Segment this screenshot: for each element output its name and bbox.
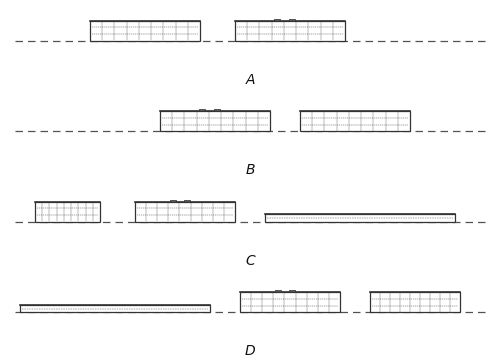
Bar bbox=[240, 292, 340, 312]
Text: A: A bbox=[245, 73, 255, 87]
Bar bbox=[198, 109, 205, 111]
Bar bbox=[265, 214, 455, 222]
Bar bbox=[20, 305, 210, 312]
Bar bbox=[275, 290, 281, 292]
Bar bbox=[160, 111, 270, 131]
Text: B: B bbox=[245, 163, 255, 177]
Bar bbox=[214, 109, 220, 111]
Text: C: C bbox=[245, 254, 255, 268]
Bar bbox=[184, 200, 190, 202]
Bar bbox=[300, 111, 410, 131]
Bar bbox=[170, 200, 176, 202]
Text: D: D bbox=[244, 344, 256, 358]
Bar bbox=[274, 19, 280, 21]
Bar bbox=[235, 21, 345, 41]
Bar bbox=[289, 290, 295, 292]
Bar bbox=[370, 292, 460, 312]
Bar bbox=[135, 202, 235, 222]
Bar bbox=[90, 21, 200, 41]
Bar bbox=[35, 202, 100, 222]
Bar bbox=[289, 19, 296, 21]
